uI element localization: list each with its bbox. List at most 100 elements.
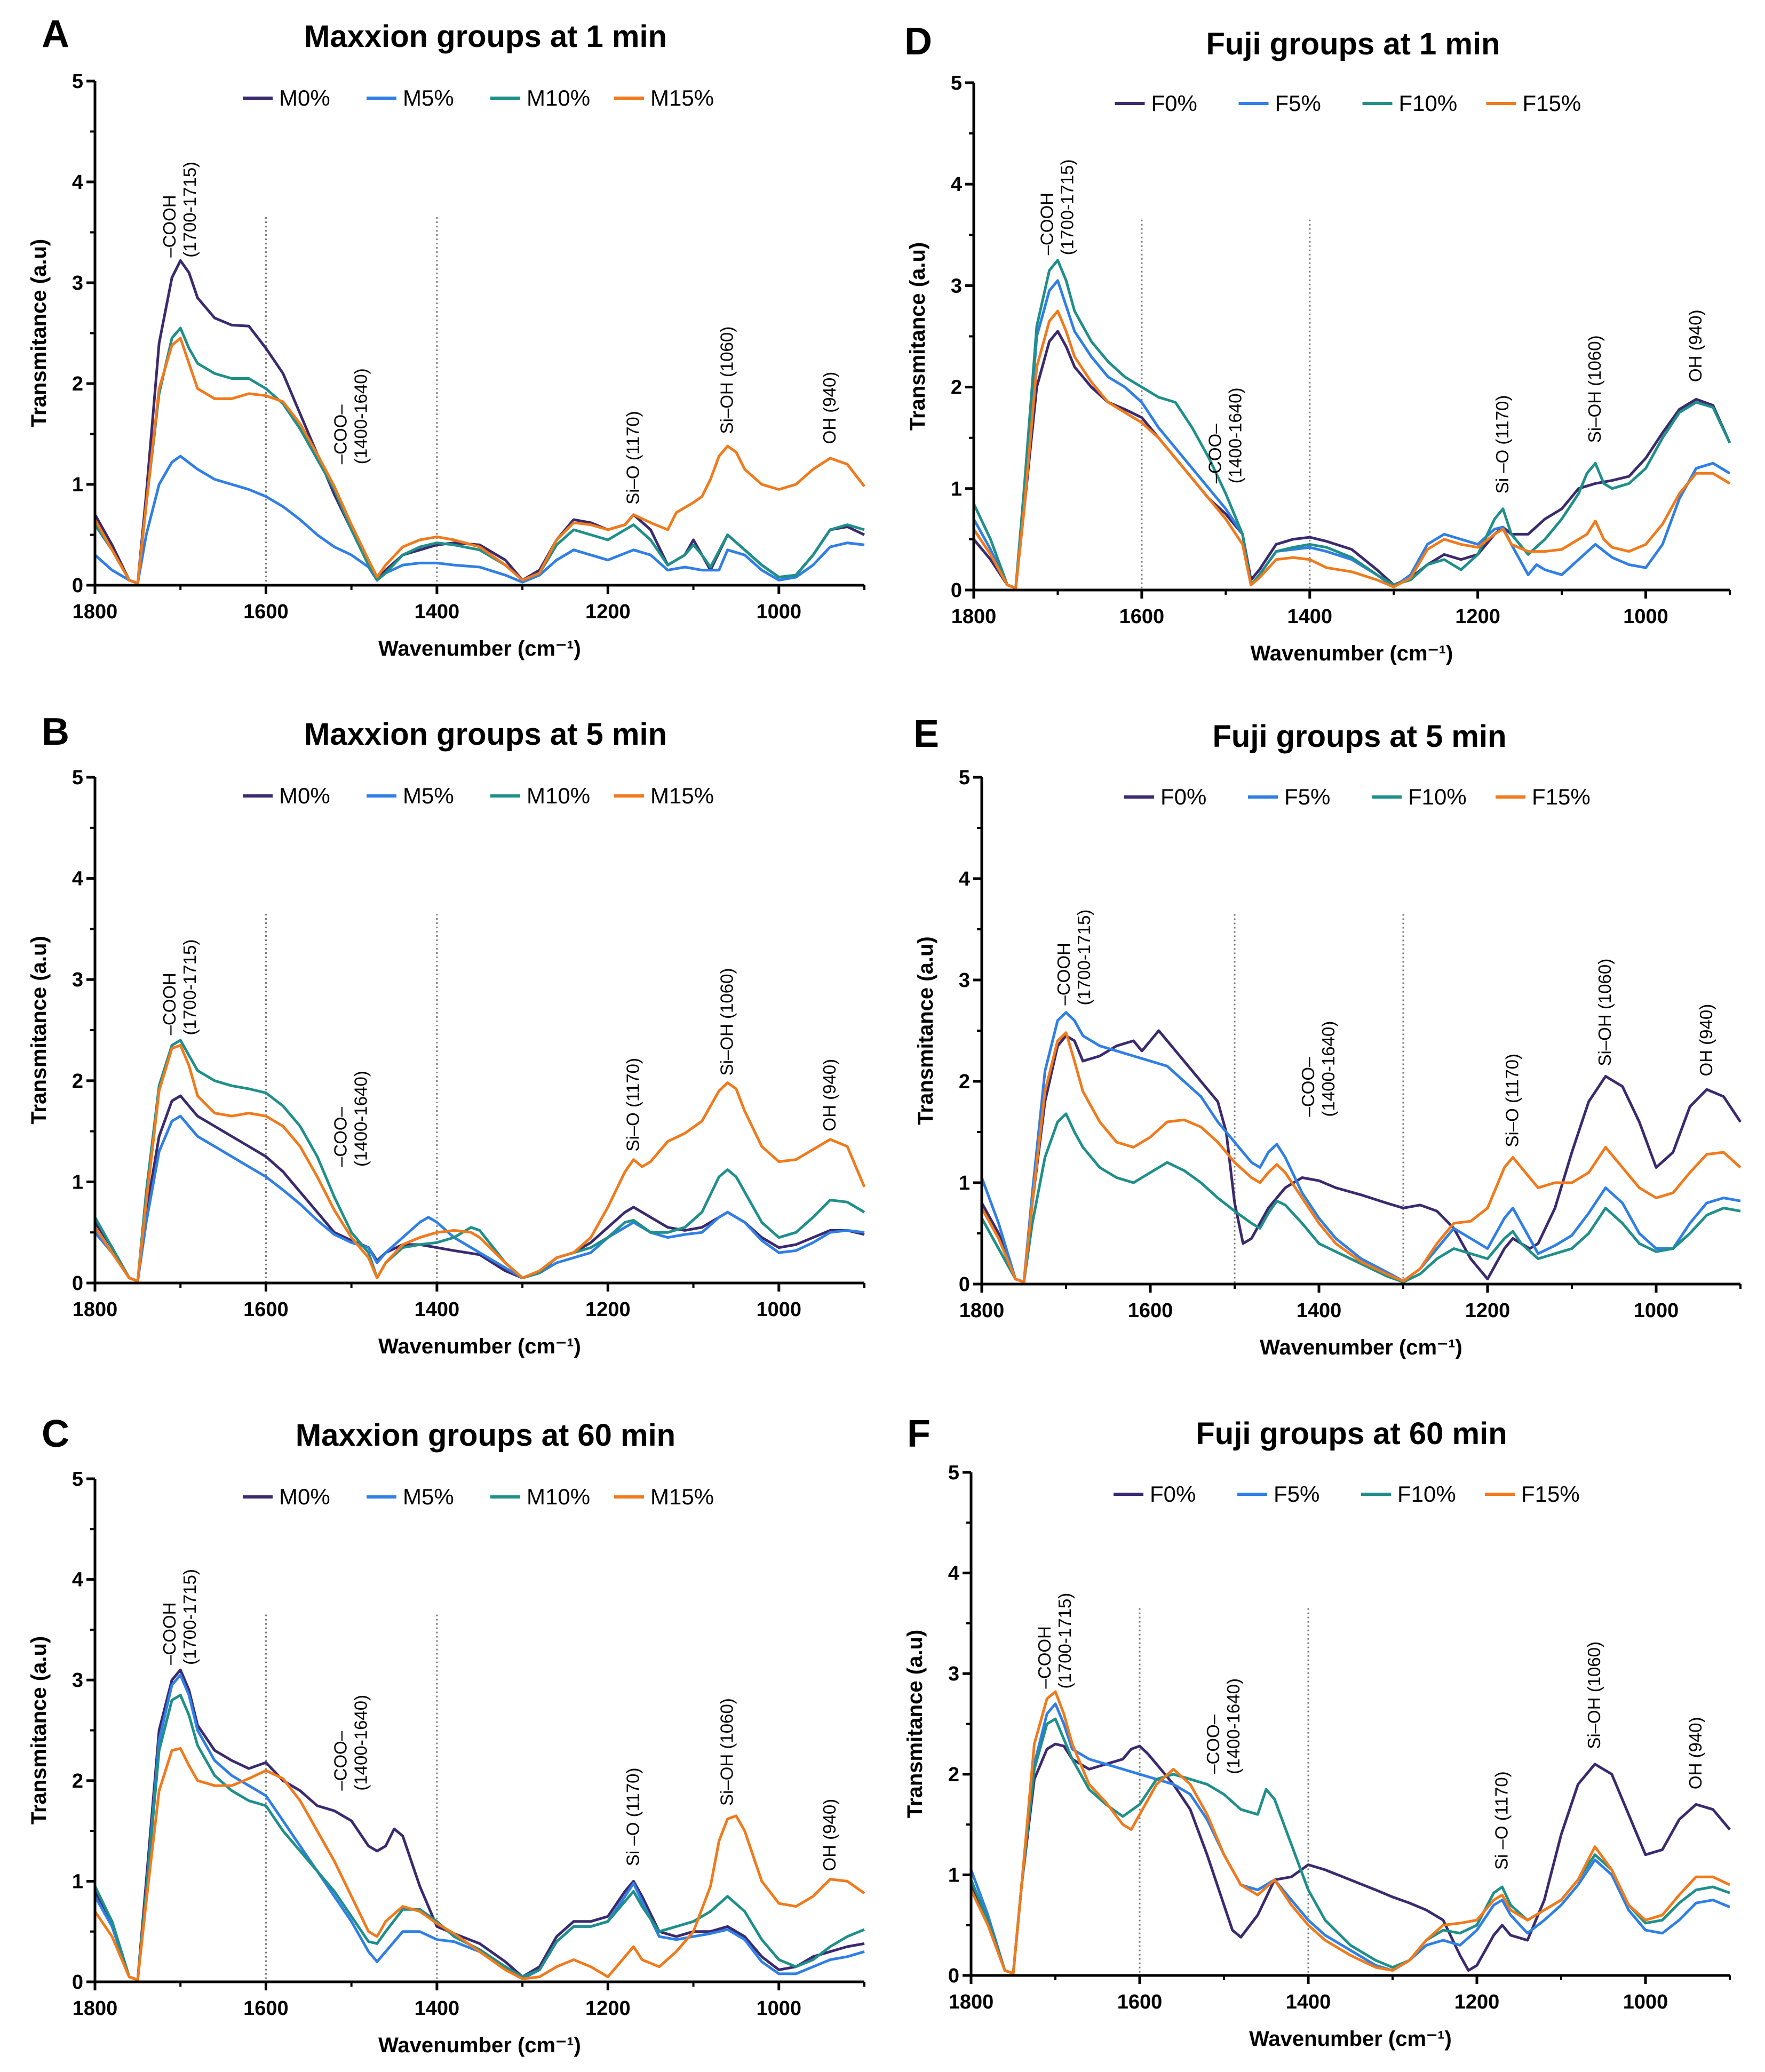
legend-item: M5% (367, 85, 454, 110)
legend-label: M0% (279, 1484, 330, 1509)
legend-item: F0% (1124, 784, 1206, 809)
x-axis-label: Wavenumber (cm⁻¹) (1260, 1336, 1462, 1359)
series-line-f5pct (969, 1702, 1730, 1975)
x-tick-label: 1800 (949, 1991, 994, 2013)
y-tick-label: 5 (72, 1468, 83, 1491)
y-tick-label: 2 (72, 1070, 83, 1093)
legend-label: F15% (1523, 91, 1581, 116)
annotation-text: OH (940) (1686, 1717, 1705, 1789)
legend-label: M5% (403, 85, 454, 110)
x-tick-label: 1800 (951, 605, 997, 628)
peak-annotation: –COO– (1400-1640) (331, 1695, 371, 1791)
x-tick-label: 1000 (757, 601, 802, 623)
annotation-text: Si–OH (1060) (1585, 335, 1604, 443)
annotation-text: Si –O (1170) (1491, 1771, 1511, 1870)
panel-title: Maxxion groups at 5 min (304, 717, 667, 752)
legend-item: M15% (614, 1484, 714, 1509)
y-tick-label: 1 (72, 1870, 83, 1893)
panel-title: Fuji groups at 60 min (1196, 1416, 1507, 1451)
series-line-m5pct (93, 1673, 865, 1981)
peak-annotation: –COOH (1700-1715) (160, 939, 200, 1035)
peak-annotation: Si –O (1170) (1492, 395, 1512, 494)
legend-item: F5% (1248, 784, 1330, 809)
series-line-m15pct (93, 1747, 865, 1981)
annotation-text: Si–OH (1060) (1584, 1641, 1604, 1749)
legend-label: M5% (403, 1484, 454, 1509)
y-tick-label: 2 (959, 1071, 970, 1093)
legend-item: F10% (1372, 784, 1467, 809)
annotation-text: (1400-1640) (351, 368, 371, 464)
legend-item: M0% (243, 85, 330, 110)
annotation-text: Si–OH (1060) (717, 326, 737, 434)
peak-annotation: Si–OH (1060) (1595, 959, 1615, 1066)
y-tick-label: 3 (72, 969, 83, 991)
peak-annotation: –COOH (1700-1715) (160, 1569, 200, 1665)
legend-item: F5% (1237, 1481, 1319, 1507)
panel-label: C (42, 1413, 69, 1455)
panel-label: D (904, 20, 932, 63)
annotation-text: (1400-1640) (351, 1695, 371, 1791)
annotation-text: (1700-1715) (180, 162, 200, 258)
x-axis-label: Wavenumber (cm⁻¹) (1249, 2027, 1452, 2051)
y-tick-label: 3 (959, 969, 970, 992)
series-line-f5pct (980, 1011, 1741, 1284)
peak-annotation: OH (940) (1696, 1004, 1716, 1077)
annotation-text: (1700-1715) (180, 1569, 200, 1665)
series-line-f5pct (972, 279, 1731, 589)
legend-item: F15% (1486, 91, 1581, 116)
y-tick-label: 3 (951, 275, 962, 297)
y-tick-label: 2 (72, 1770, 83, 1792)
series-line-m10pct (93, 326, 865, 585)
annotation-text: –COO– (1203, 1714, 1223, 1774)
series-line-m15pct (93, 1043, 866, 1282)
peak-annotation: –COOH (1700-1715) (160, 162, 200, 258)
peak-annotation: Si–O (1170) (1502, 1054, 1522, 1147)
annotation-text: (1400-1640) (351, 1071, 371, 1167)
series-line-f10pct (969, 1717, 1730, 1975)
legend-item: M5% (367, 783, 454, 808)
legend-item: F0% (1114, 1481, 1196, 1507)
annotation-text: –COO– (331, 404, 351, 465)
legend-item: M15% (614, 783, 714, 808)
y-axis-label: Transmitance (a.u) (906, 242, 929, 431)
annotation-text: (1700-1715) (1057, 160, 1077, 256)
legend-label: M10% (527, 85, 590, 110)
panel-title: Fuji groups at 1 min (1206, 27, 1500, 61)
y-tick-label: 5 (959, 767, 970, 789)
peak-annotation: Si–OH (1060) (717, 326, 737, 434)
panel-e: E Fuji groups at 5 min 0 1 2 3 4 5 1800 1600 1400 1… (913, 713, 1742, 1359)
y-tick-label: 2 (72, 373, 83, 395)
series-line-m15pct (93, 337, 865, 585)
x-tick-label: 1800 (73, 601, 118, 623)
y-axis-label: Transmitance (a.u) (903, 1630, 927, 1818)
annotation-text: Si–OH (1060) (717, 1698, 737, 1806)
legend-item: F0% (1115, 91, 1197, 116)
y-tick-label: 4 (951, 173, 962, 196)
peak-annotation: Si –O (1170) (623, 1767, 642, 1866)
x-tick-label: 1000 (757, 1298, 802, 1321)
legend-label: M15% (650, 783, 714, 808)
peak-annotation: Si–OH (1060) (717, 968, 737, 1076)
y-tick-label: 5 (951, 72, 962, 94)
annotation-text: –COO– (331, 1731, 351, 1791)
y-axis-label: Transmitance (a.u) (27, 1636, 51, 1824)
panel-title: Maxxion groups at 60 min (296, 1418, 675, 1453)
y-tick-label: 5 (72, 70, 83, 93)
legend-label: F0% (1160, 784, 1206, 809)
series-line-f10pct (980, 1112, 1741, 1284)
annotation-text: –COOH (1035, 1626, 1054, 1688)
series-line-f10pct (972, 259, 1731, 589)
x-tick-label: 1200 (585, 1298, 631, 1321)
panel-label: A (42, 13, 69, 55)
series-line-f0pct (973, 330, 1731, 589)
x-tick-label: 1200 (1465, 1300, 1510, 1322)
legend-label: M15% (650, 85, 714, 110)
peak-annotation: Si –O (1170) (1491, 1771, 1511, 1870)
annotation-text: Si–O (1170) (1502, 1054, 1522, 1147)
x-tick-label: 1400 (415, 601, 460, 623)
legend-label: F10% (1399, 91, 1458, 116)
y-tick-label: 0 (72, 1272, 83, 1295)
y-axis-label: Transmitance (a.u) (914, 936, 937, 1125)
peak-annotation: –COOH (1700-1715) (1037, 160, 1077, 256)
